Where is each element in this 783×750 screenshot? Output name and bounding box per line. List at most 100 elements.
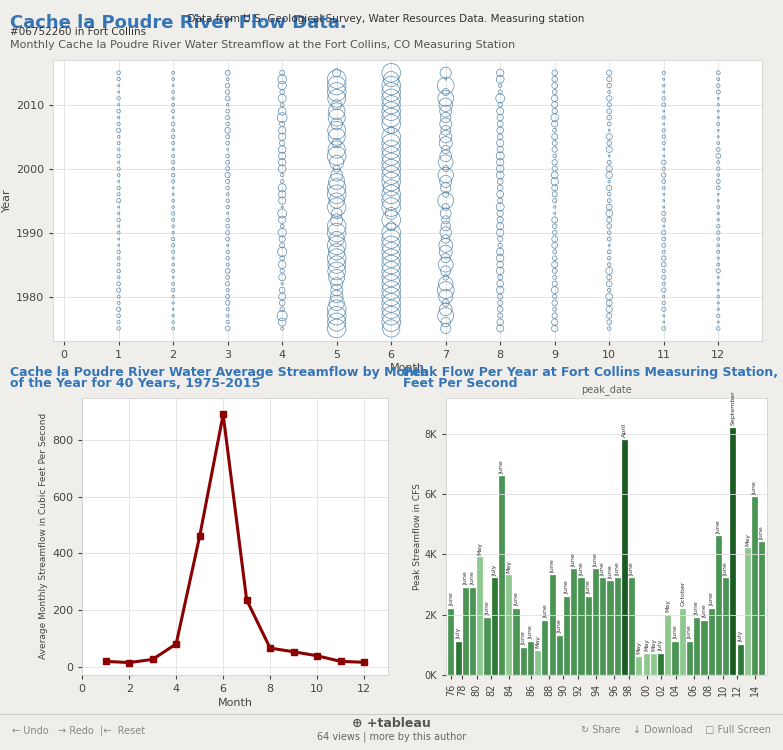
Point <box>494 150 507 162</box>
Point <box>712 86 724 98</box>
Point <box>330 130 343 142</box>
Point <box>712 130 724 142</box>
Point <box>494 137 507 149</box>
Point <box>113 124 125 136</box>
Point <box>494 239 507 251</box>
Point <box>548 182 561 194</box>
Text: ← Undo   → Redo  |←  Reset: ← Undo → Redo |← Reset <box>12 725 145 736</box>
Point <box>658 214 670 226</box>
Point <box>494 67 507 79</box>
Point <box>113 105 125 117</box>
Point <box>494 188 507 200</box>
Point <box>439 130 452 142</box>
Point <box>385 226 398 238</box>
Point <box>113 233 125 245</box>
Point <box>385 272 398 284</box>
Point <box>494 169 507 181</box>
Point <box>658 80 670 92</box>
Point <box>658 226 670 238</box>
Text: July: July <box>659 640 663 652</box>
Point <box>603 214 615 226</box>
Point <box>603 137 615 149</box>
Point <box>167 105 179 117</box>
Point <box>330 92 343 104</box>
Point <box>712 112 724 124</box>
Bar <box>716 536 722 675</box>
Point <box>385 233 398 245</box>
Point <box>276 124 288 136</box>
Point <box>222 252 234 264</box>
Point <box>113 143 125 155</box>
Point <box>167 233 179 245</box>
Point <box>330 105 343 117</box>
Point <box>330 86 343 98</box>
Point <box>330 188 343 200</box>
Bar <box>629 578 635 675</box>
Point <box>439 182 452 194</box>
Point <box>385 112 398 124</box>
Point <box>494 290 507 302</box>
Point <box>330 303 343 315</box>
Point <box>548 297 561 309</box>
Point <box>658 86 670 98</box>
Point <box>330 246 343 258</box>
Point <box>330 290 343 302</box>
Point <box>276 188 288 200</box>
Point <box>494 297 507 309</box>
Point <box>548 176 561 188</box>
Point <box>385 118 398 130</box>
Y-axis label: Year: Year <box>2 189 12 212</box>
Point <box>167 303 179 315</box>
Point <box>712 92 724 104</box>
Point <box>330 163 343 175</box>
Point <box>167 310 179 322</box>
X-axis label: Month: Month <box>390 363 425 373</box>
Point <box>603 195 615 207</box>
Point <box>167 112 179 124</box>
Point <box>439 284 452 296</box>
Point <box>603 252 615 264</box>
Point <box>167 297 179 309</box>
Point <box>494 124 507 136</box>
Point <box>439 74 452 86</box>
Point <box>439 220 452 232</box>
Point <box>548 259 561 271</box>
Point <box>494 322 507 334</box>
Point <box>276 80 288 92</box>
Point <box>222 272 234 284</box>
Point <box>603 239 615 251</box>
Point <box>548 143 561 155</box>
Text: April: April <box>622 423 627 437</box>
Point <box>385 246 398 258</box>
Point <box>222 105 234 117</box>
Point <box>276 322 288 334</box>
Point <box>603 169 615 181</box>
Point <box>276 259 288 271</box>
Point <box>439 99 452 111</box>
Text: June: June <box>565 580 569 594</box>
Point <box>276 74 288 86</box>
Point <box>494 220 507 232</box>
Bar <box>637 657 642 675</box>
Point <box>439 272 452 284</box>
Point <box>385 74 398 86</box>
Point <box>276 163 288 175</box>
X-axis label: Month: Month <box>218 698 252 708</box>
Point <box>167 67 179 79</box>
Point <box>385 176 398 188</box>
Point <box>385 195 398 207</box>
Point <box>330 233 343 245</box>
Point <box>548 278 561 290</box>
Point <box>167 284 179 296</box>
Point <box>439 233 452 245</box>
Text: October: October <box>680 580 685 606</box>
Point <box>712 156 724 168</box>
Point <box>658 124 670 136</box>
Point <box>603 316 615 328</box>
Text: July: July <box>493 565 497 576</box>
Point <box>658 176 670 188</box>
Bar <box>666 615 671 675</box>
Text: June: June <box>630 562 635 576</box>
Point <box>548 92 561 104</box>
Point <box>276 112 288 124</box>
